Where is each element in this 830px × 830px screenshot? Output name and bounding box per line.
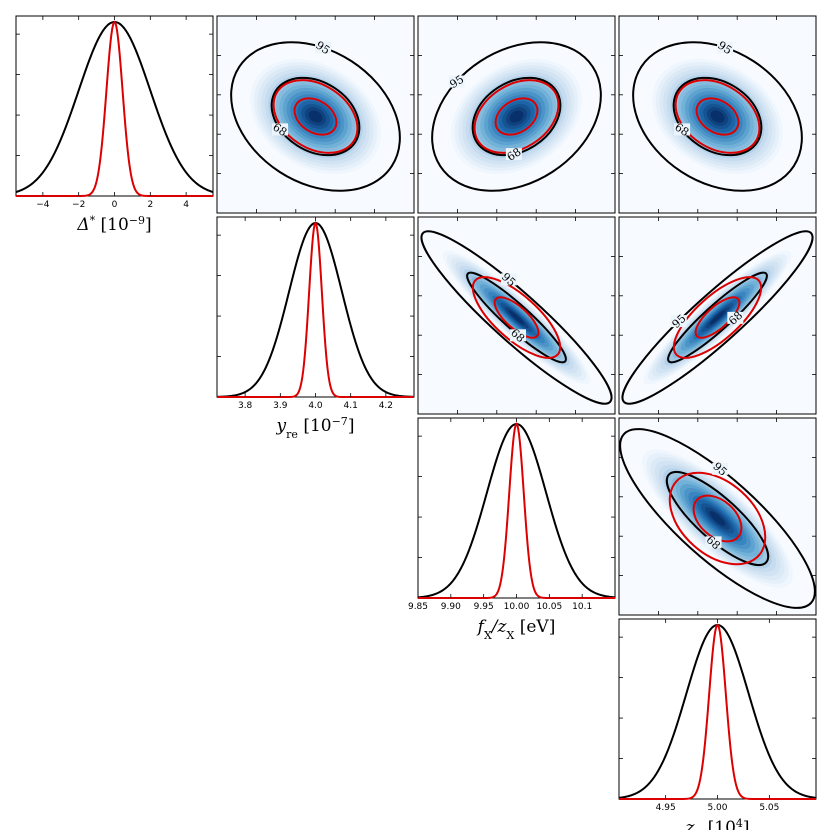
x-tick-label: 0 <box>112 200 118 210</box>
x-tick-label: 4.2 <box>379 401 393 411</box>
axis-label-yre: yre [10−7] <box>276 415 355 441</box>
contour-narrow-68 <box>494 97 539 136</box>
contour-68 <box>471 76 562 157</box>
axis-label-delta: Δ* [10−9] <box>76 214 151 236</box>
contour-95 <box>632 41 803 192</box>
density-map <box>648 55 787 178</box>
x-tick-label: 9.90 <box>441 602 461 612</box>
x-tick-label: −2 <box>72 200 85 210</box>
contour-narrow-68 <box>293 97 338 136</box>
contour-95 <box>420 230 613 405</box>
posterior-curve-narrow <box>16 20 213 197</box>
panel-frame <box>417 15 616 214</box>
x-tick-label: 9.95 <box>474 602 494 612</box>
contour-95 <box>230 41 401 192</box>
axis-label-fx: fX/zX [eV] <box>476 617 556 642</box>
contour-narrow-95 <box>272 79 359 154</box>
contour-68 <box>667 271 768 364</box>
contour-narrow-95 <box>471 276 562 359</box>
panel-2d-yre-zx: 95 68 <box>618 216 817 415</box>
panel-1d-zx: 4.95 5.00 5.05 zX [104] <box>618 618 817 830</box>
x-tick-label: 4.95 <box>656 803 676 813</box>
x-tick-label: 5.00 <box>707 803 727 813</box>
contour-label: 68 <box>270 121 289 140</box>
contour-68 <box>466 271 567 364</box>
contour-95 <box>431 41 602 192</box>
contour-95 <box>619 428 816 609</box>
contour-narrow-68 <box>493 296 540 339</box>
contour-narrow-68 <box>692 494 743 543</box>
density-map <box>438 246 595 389</box>
posterior-curve-narrow <box>619 623 816 800</box>
contour-68 <box>270 76 361 157</box>
panel-frame <box>618 618 817 800</box>
posterior-curve-narrow <box>217 220 414 398</box>
axis-label-zx: zX [104] <box>684 817 749 830</box>
panel-1d-yre: 3.8 3.9 4.0 4.1 4.2 yre [10−7] <box>216 216 415 441</box>
x-tick-label: 10.05 <box>536 602 562 612</box>
panel-2d-delta-fx: 95 68 <box>417 15 616 214</box>
panel-frame <box>618 15 817 214</box>
density-map <box>639 246 796 389</box>
panel-frame <box>618 216 817 415</box>
panel-frame <box>618 417 817 616</box>
contour-narrow-95 <box>668 471 767 566</box>
panel-2d-delta-yre: 95 68 <box>216 15 415 214</box>
contour-narrow-95 <box>473 79 560 154</box>
x-tick-label: 10.1 <box>572 602 592 612</box>
x-tick-label: 2 <box>147 200 153 210</box>
contour-label: 95 <box>447 73 466 92</box>
contour-narrow-95 <box>672 276 763 359</box>
contour-narrow-95 <box>674 79 761 154</box>
x-tick-label: −4 <box>36 200 50 210</box>
x-tick-label: 10.00 <box>504 602 530 612</box>
density-map <box>637 445 798 592</box>
contour-label: 95 <box>715 39 734 58</box>
contour-68 <box>672 76 763 157</box>
panel-frame <box>15 15 214 197</box>
x-tick-label: 9.85 <box>408 602 428 612</box>
panel-frame <box>216 15 415 214</box>
contour-95 <box>621 230 814 405</box>
x-tick-label: 3.9 <box>273 401 288 411</box>
panel-1d-delta: −4 −2 0 2 4 Δ* [10−9] <box>15 15 214 236</box>
panel-frame <box>216 216 415 398</box>
panel-2d-delta-zx: 95 68 <box>618 15 817 214</box>
x-tick-label: 3.8 <box>238 401 253 411</box>
x-tick-label: 4.0 <box>308 401 323 411</box>
panel-frame <box>417 417 616 599</box>
contour-narrow-68 <box>695 97 740 136</box>
contour-68 <box>665 471 770 566</box>
x-tick-label: 4.1 <box>344 401 358 411</box>
contour-label: 68 <box>672 121 691 140</box>
contour-narrow-68 <box>694 296 741 339</box>
contour-label: 68 <box>505 145 524 164</box>
x-tick-label: 4 <box>183 200 189 210</box>
density-map <box>246 55 385 178</box>
x-tick-label: 5.05 <box>759 803 779 813</box>
contour-label: 95 <box>313 39 332 58</box>
panel-1d-fx: 9.85 9.90 9.95 10.00 10.05 10.1 fX/zX [eV] <box>408 417 616 642</box>
panel-frame <box>417 216 616 415</box>
